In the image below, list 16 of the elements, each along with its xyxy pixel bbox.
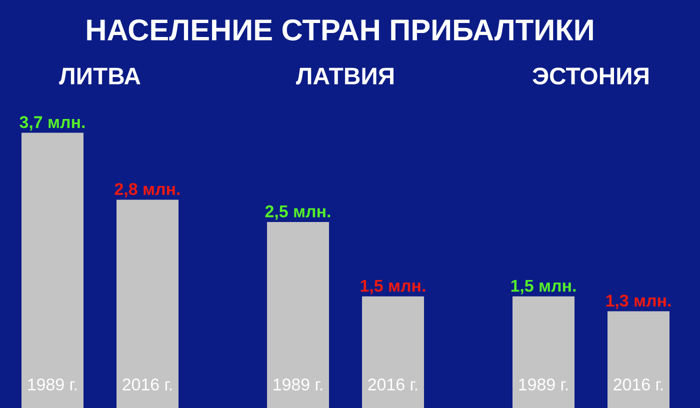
chart-title: ЛАТВИЯ (296, 68, 394, 84)
data-label: 3,7 млн. (20, 116, 85, 131)
text: НАСЕЛЕНИЕ СТРАН ПРИБАЛТИКИ (87, 19, 593, 41)
chart-title: ЭСТОНИЯ (532, 68, 648, 84)
x-tick-label: 1989 г. (274, 378, 322, 390)
data-label: 2,8 млн. (114, 183, 180, 198)
x-tick-label: 1989 г. (519, 378, 568, 390)
x-tick-label: 2016 г. (122, 378, 172, 390)
data-label: 1,3 млн. (606, 294, 671, 310)
x-tick-label: 2016 г. (614, 378, 663, 390)
data-label: 1,5 млн. (360, 280, 426, 294)
x-tick-label: 2016 г. (368, 378, 418, 390)
data-label: 2,5 млн. (265, 205, 330, 220)
chart-title: ЛИТВА (59, 68, 140, 84)
x-tick-label: 1989 г. (28, 378, 77, 390)
data-label: 1,5 млн. (511, 280, 576, 294)
